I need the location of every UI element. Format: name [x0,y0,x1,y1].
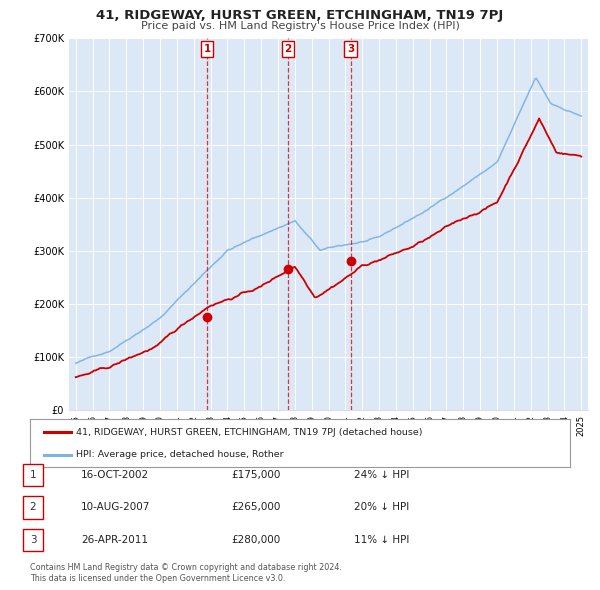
Text: £175,000: £175,000 [231,470,280,480]
Text: Contains HM Land Registry data © Crown copyright and database right 2024.: Contains HM Land Registry data © Crown c… [30,563,342,572]
Text: £280,000: £280,000 [231,535,280,545]
Text: 10-AUG-2007: 10-AUG-2007 [81,503,151,512]
Text: This data is licensed under the Open Government Licence v3.0.: This data is licensed under the Open Gov… [30,574,286,583]
Text: 3: 3 [347,44,355,54]
Text: 3: 3 [29,535,37,545]
Text: 20% ↓ HPI: 20% ↓ HPI [354,503,409,512]
Text: 2: 2 [284,44,292,54]
Text: 16-OCT-2002: 16-OCT-2002 [81,470,149,480]
Text: £265,000: £265,000 [231,503,280,512]
Text: 11% ↓ HPI: 11% ↓ HPI [354,535,409,545]
Text: Price paid vs. HM Land Registry's House Price Index (HPI): Price paid vs. HM Land Registry's House … [140,21,460,31]
Text: 24% ↓ HPI: 24% ↓ HPI [354,470,409,480]
Text: 41, RIDGEWAY, HURST GREEN, ETCHINGHAM, TN19 7PJ (detached house): 41, RIDGEWAY, HURST GREEN, ETCHINGHAM, T… [76,428,422,437]
Text: HPI: Average price, detached house, Rother: HPI: Average price, detached house, Roth… [76,450,284,459]
Text: 41, RIDGEWAY, HURST GREEN, ETCHINGHAM, TN19 7PJ: 41, RIDGEWAY, HURST GREEN, ETCHINGHAM, T… [97,9,503,22]
Text: 1: 1 [29,470,37,480]
Text: 26-APR-2011: 26-APR-2011 [81,535,148,545]
Text: 1: 1 [203,44,211,54]
Text: 2: 2 [29,503,37,512]
